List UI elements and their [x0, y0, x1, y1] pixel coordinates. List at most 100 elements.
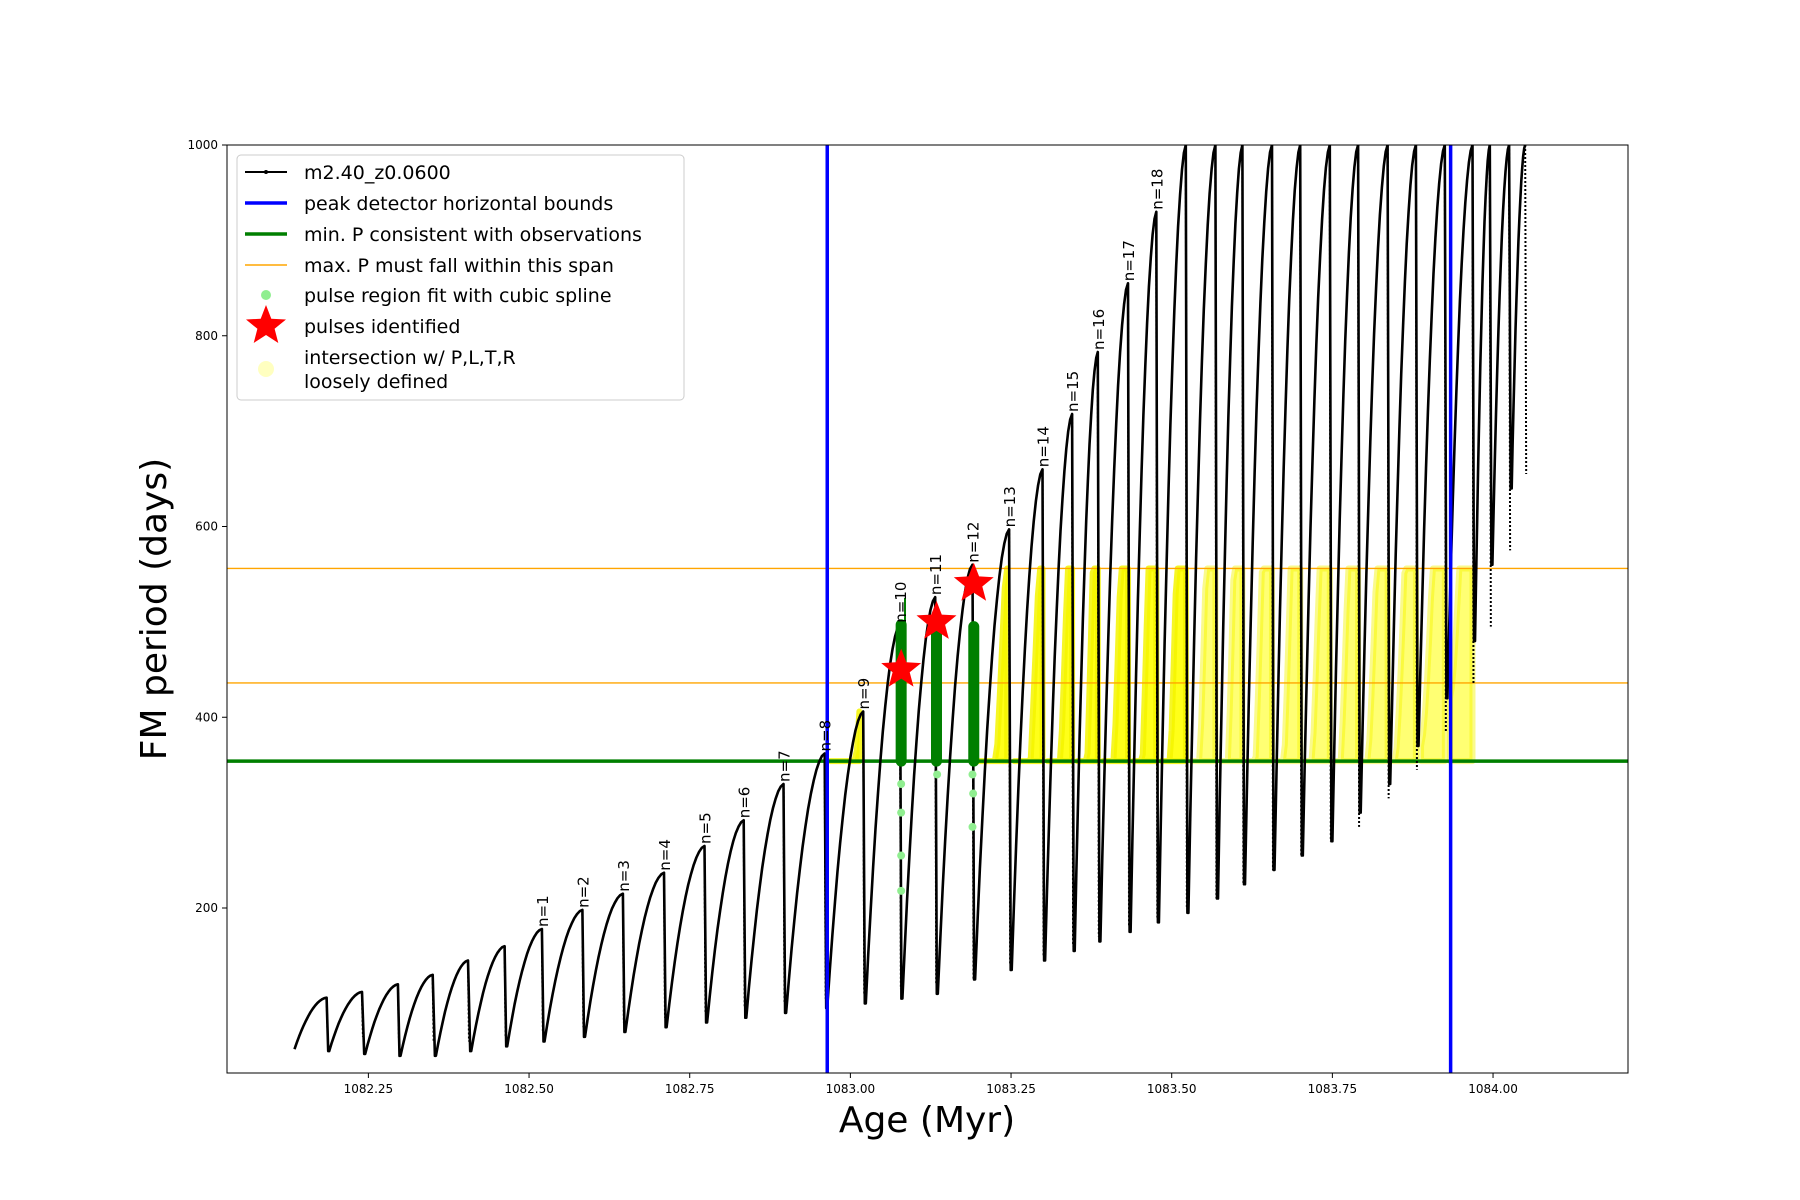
legend-item: loosely defined [304, 371, 448, 393]
series-drop [396, 984, 400, 1040]
series-drop [1357, 145, 1361, 827]
x-tick-label: 1083.00 [826, 1082, 876, 1096]
series-drop [466, 960, 470, 1042]
series-drop [1041, 469, 1045, 956]
spline-point [897, 780, 906, 789]
vertical-lines [825, 145, 1453, 1073]
spline-point [897, 851, 906, 860]
series-m2-40-z0-0600 [293, 145, 1528, 1058]
series-pulses-identified [881, 562, 994, 687]
legend-swatch [261, 290, 271, 300]
x-tick-label: 1083.75 [1308, 1082, 1358, 1096]
series-drop [1184, 145, 1188, 909]
pulse-label: n=18 [1148, 169, 1166, 210]
series-drop [1071, 413, 1075, 947]
pulse-star [953, 562, 994, 601]
x-tick-label: 1082.75 [665, 1082, 715, 1096]
series-drop [742, 820, 746, 1009]
spline-point [968, 770, 977, 779]
legend-label: min. P consistent with observations [304, 224, 642, 246]
legend-item: intersection w/ P,L,T,R [258, 347, 516, 377]
series-drop [1096, 351, 1100, 937]
series-drop [782, 784, 786, 1004]
legend-item: pulses identified [246, 305, 460, 343]
series-drop [1386, 145, 1390, 799]
legend-item: m2.40_z0.0600 [245, 162, 451, 184]
legend-swatch [258, 361, 274, 377]
x-tick-label: 1084.00 [1468, 1082, 1518, 1096]
pulse-label: n=11 [927, 554, 945, 595]
series-drop [1508, 145, 1512, 551]
pulse-label: n=9 [855, 678, 873, 710]
pulse-star [916, 600, 957, 639]
series-drop [503, 946, 507, 1037]
pulse-label: n=15 [1064, 371, 1082, 412]
series-drop [1299, 145, 1303, 856]
spline-point [968, 822, 977, 831]
legend-label: peak detector horizontal bounds [304, 193, 613, 215]
legend-item: peak detector horizontal bounds [245, 193, 613, 215]
spline-point [969, 789, 978, 798]
series-drop [1414, 145, 1418, 770]
pulse-label: n=1 [534, 895, 552, 927]
spline-point [933, 770, 942, 779]
series-drop [581, 909, 585, 1028]
series-spline-fit [897, 770, 978, 895]
pulse-label: n=3 [615, 860, 633, 892]
legend-item: max. P must fall within this span [245, 255, 614, 277]
series-drop [540, 928, 544, 1032]
plot-frame [226, 144, 1629, 1074]
spline-point [897, 886, 906, 895]
legend-item: pulse region fit with cubic spline [261, 285, 612, 307]
y-axis-ticks: 200 400 600 800 1000 [187, 138, 227, 915]
series-line [293, 145, 1527, 1058]
pulse-label: n=8 [817, 720, 835, 752]
legend-label: pulses identified [304, 316, 460, 338]
legend-item: min. P consistent with observations [245, 224, 642, 246]
x-tick-label: 1082.50 [504, 1082, 554, 1096]
pulse-label: n=4 [656, 839, 674, 871]
y-axis-label: FM period (days) [134, 458, 175, 760]
pulse-labels: n=1 n=2 n=3 n=4 n=5 n=6 n=7 n=8 n=9 n=10 n=11 n=12 n… [534, 169, 1166, 927]
series-drop [1127, 283, 1131, 928]
x-axis-ticks: 1082.25 1082.50 1082.75 1083.00 1083.25 1083.… [344, 1073, 1518, 1096]
legend-swatch-dot [264, 170, 268, 174]
spline-point [897, 808, 906, 817]
series-drop [1214, 145, 1218, 899]
series-drop [862, 711, 866, 994]
pulse-label: n=6 [736, 787, 754, 819]
plot-area [227, 145, 1628, 1073]
series-drop [1241, 145, 1245, 885]
pulse-label: n=12 [965, 522, 983, 563]
pulse-label: n=14 [1035, 426, 1053, 467]
series-drop [431, 974, 435, 1042]
series-drop [1328, 145, 1332, 842]
legend-label: pulse region fit with cubic spline [304, 285, 612, 307]
series-drop [1155, 211, 1159, 918]
pulse-label: n=7 [776, 750, 794, 782]
x-axis-label: Age (Myr) [839, 1100, 1015, 1141]
legend-box [236, 154, 685, 401]
x-tick-label: 1083.25 [986, 1082, 1036, 1096]
series-drop [1270, 145, 1274, 870]
series-drop [1488, 145, 1492, 627]
pulse-label: n=5 [697, 812, 715, 844]
pulse-label: n=17 [1120, 240, 1138, 281]
legend-label: loosely defined [304, 371, 448, 393]
series-drop [1471, 145, 1475, 684]
x-tick-label: 1082.25 [344, 1082, 394, 1096]
pulse-label: n=2 [574, 876, 592, 908]
series-drop [663, 872, 667, 1018]
pulse-label: n=10 [892, 582, 910, 623]
pulse-star [881, 648, 922, 687]
legend-label: max. P must fall within this span [304, 255, 614, 277]
y-tick-label: 200 [195, 901, 218, 915]
legend-swatch [246, 305, 286, 343]
pulse-label: n=13 [1001, 486, 1019, 527]
series-drop [1008, 529, 1012, 966]
series-drop [1443, 145, 1447, 732]
x-tick-label: 1083.50 [1147, 1082, 1197, 1096]
series-drop [1524, 145, 1528, 475]
